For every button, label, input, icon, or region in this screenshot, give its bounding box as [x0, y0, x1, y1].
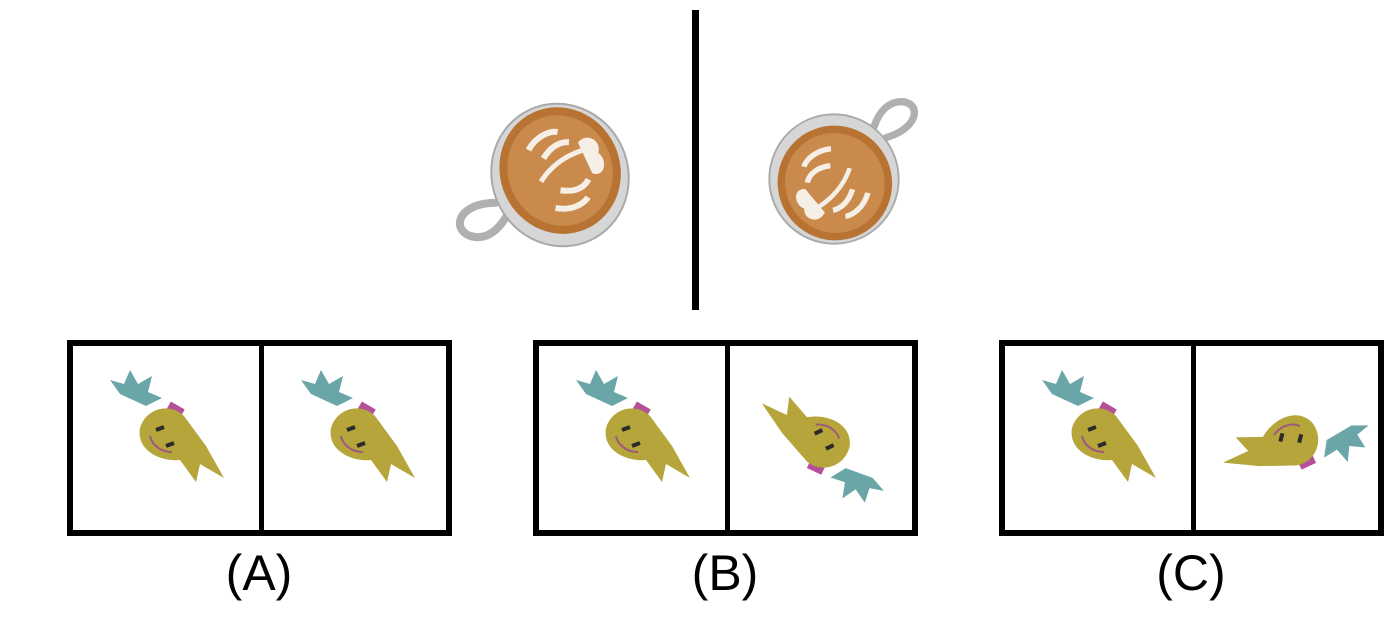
example-right-latte-cup-icon [740, 70, 940, 280]
option-a-frame[interactable] [67, 340, 452, 536]
option-c-label[interactable]: (C) [1156, 545, 1226, 601]
example-divider [692, 10, 699, 310]
option-b-right-cat-figure-icon [759, 387, 887, 513]
option-b-left-cat-figure-icon [574, 368, 692, 484]
option-a-label[interactable]: (A) [225, 545, 293, 601]
option-a-right-cat-figure-icon [299, 368, 417, 484]
option-a-left-cat-figure-icon [108, 368, 226, 484]
option-a-divider [259, 346, 264, 530]
option-c-divider [1191, 346, 1196, 530]
option-b-divider [725, 346, 730, 530]
option-b-label[interactable]: (B) [691, 545, 759, 601]
option-c-right-cat-figure-icon [1217, 364, 1379, 527]
option-b-frame[interactable] [533, 340, 918, 536]
option-c-frame[interactable] [999, 340, 1384, 536]
example-left-latte-cup-icon [450, 70, 650, 280]
option-c-left-cat-figure-icon [1040, 368, 1158, 484]
